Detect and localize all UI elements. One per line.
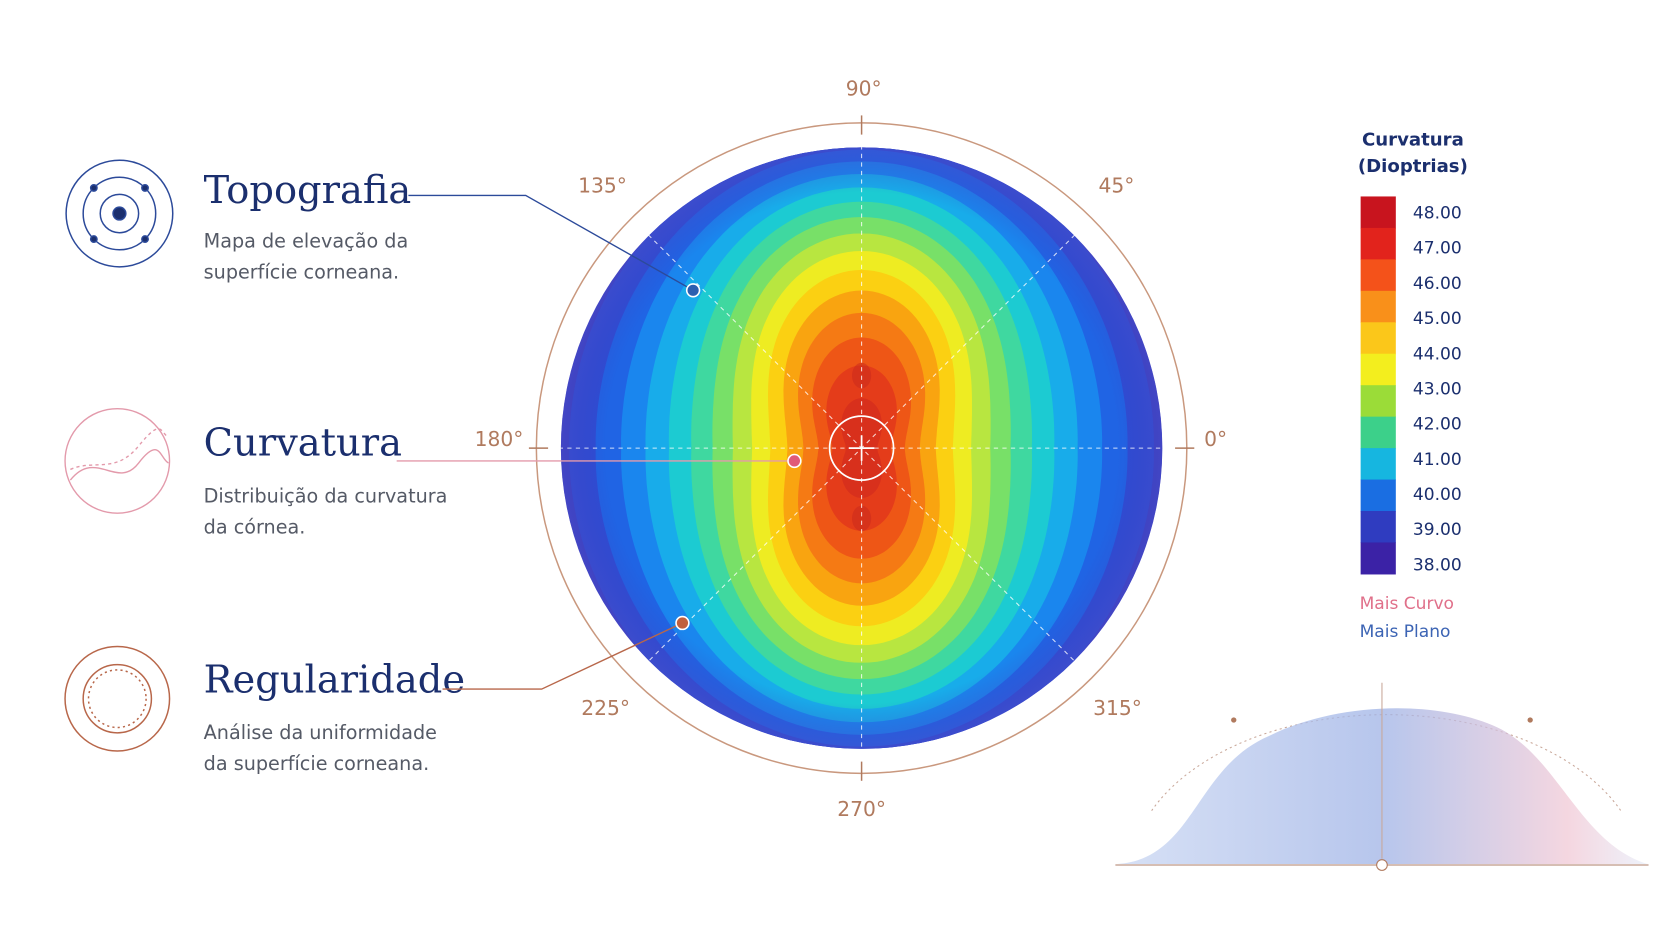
color-swatch <box>1360 227 1396 260</box>
legend-title: (Dioptrias) <box>1358 156 1468 177</box>
color-scale-labels: 48.00 47.00 46.00 45.00 44.00 43.00 42.00 41.00… <box>1413 204 1462 576</box>
scale-label: 39.00 <box>1413 520 1462 540</box>
color-swatch <box>1360 290 1396 323</box>
scale-label: 44.00 <box>1413 344 1462 364</box>
scale-label: 45.00 <box>1413 309 1462 329</box>
feature-description: da córnea. <box>204 515 306 538</box>
color-swatch <box>1360 353 1396 386</box>
scale-label: 47.00 <box>1413 239 1462 259</box>
icon-regularidade <box>64 645 171 752</box>
scale-label: 43.00 <box>1413 379 1462 399</box>
color-swatch <box>1360 448 1396 481</box>
scale-label: 42.00 <box>1413 415 1462 435</box>
legend-note: Mais Curvo <box>1360 594 1454 614</box>
color-swatch <box>1360 259 1396 292</box>
legend-note: Mais Plano <box>1360 622 1451 642</box>
feature-title: Curvatura <box>204 421 402 466</box>
feature-description: Distribuição da curvatura <box>204 484 448 507</box>
angle-label: 45° <box>1098 173 1134 197</box>
icon-curvatura <box>64 407 171 514</box>
color-swatch <box>1360 196 1396 229</box>
ring-ticks <box>528 115 1195 781</box>
feature-description: Análise da uniformidade <box>204 721 437 744</box>
feature-description: superfície corneana. <box>204 261 399 284</box>
color-swatch <box>1360 416 1396 449</box>
color-swatch <box>1360 322 1396 355</box>
color-swatch <box>1360 479 1396 512</box>
feature-title: Topografia <box>204 168 412 213</box>
pointer-dot <box>675 615 690 631</box>
leader-lines <box>396 194 795 690</box>
angle-label: 225° <box>581 696 630 720</box>
pointer-dot <box>685 283 701 298</box>
angle-label: 90° <box>846 76 882 100</box>
color-swatch <box>1360 511 1396 544</box>
scale-label: 40.00 <box>1413 485 1462 505</box>
feature-title: Regularidade <box>204 657 465 702</box>
color-swatch <box>1360 385 1396 418</box>
scale-label: 46.00 <box>1413 274 1462 294</box>
center-marker <box>828 415 895 481</box>
angle-label: 135° <box>578 173 627 197</box>
scale-label: 48.00 <box>1413 204 1462 224</box>
feature-description: Mapa de elevação da <box>204 230 409 253</box>
color-swatch <box>1360 542 1396 575</box>
feature-description: da superfície corneana. <box>204 752 430 775</box>
pointer-dot <box>787 453 802 469</box>
angle-label: 180° <box>475 427 524 451</box>
icon-topografia <box>65 159 174 268</box>
scale-label: 38.00 <box>1413 555 1462 575</box>
angle-label: 0° <box>1204 427 1227 451</box>
legend-title: Curvatura <box>1362 129 1464 150</box>
color-scale <box>1360 196 1396 575</box>
angle-label: 315° <box>1093 696 1142 720</box>
angle-label: 270° <box>837 797 886 821</box>
cornea-profile <box>1115 682 1649 871</box>
scale-label: 41.00 <box>1413 450 1462 470</box>
